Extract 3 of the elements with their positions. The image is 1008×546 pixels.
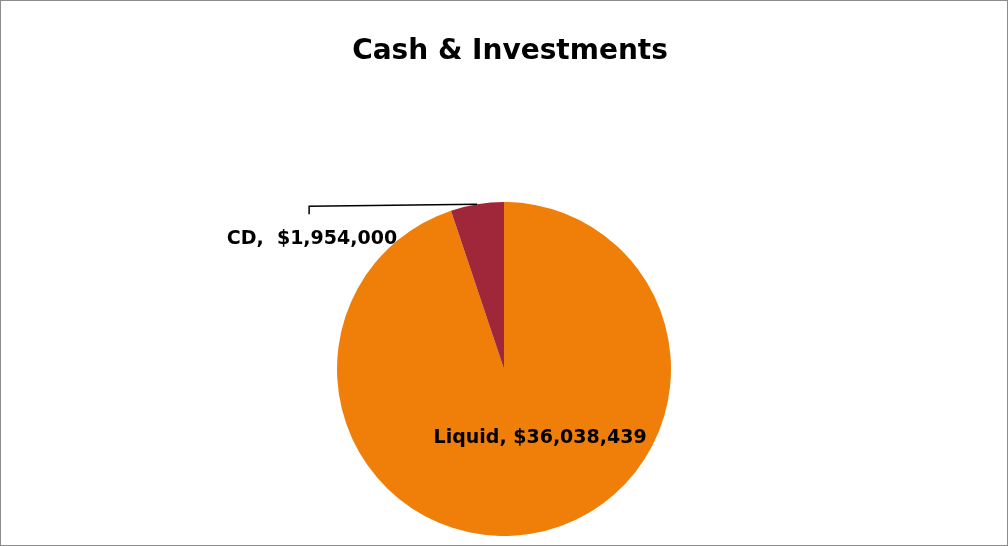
slice-label: Liquid, $36,038,439 <box>433 425 647 448</box>
slice-label: CD, $1,954,000 <box>226 226 398 249</box>
chart-title: Cash & Investments <box>352 33 668 66</box>
